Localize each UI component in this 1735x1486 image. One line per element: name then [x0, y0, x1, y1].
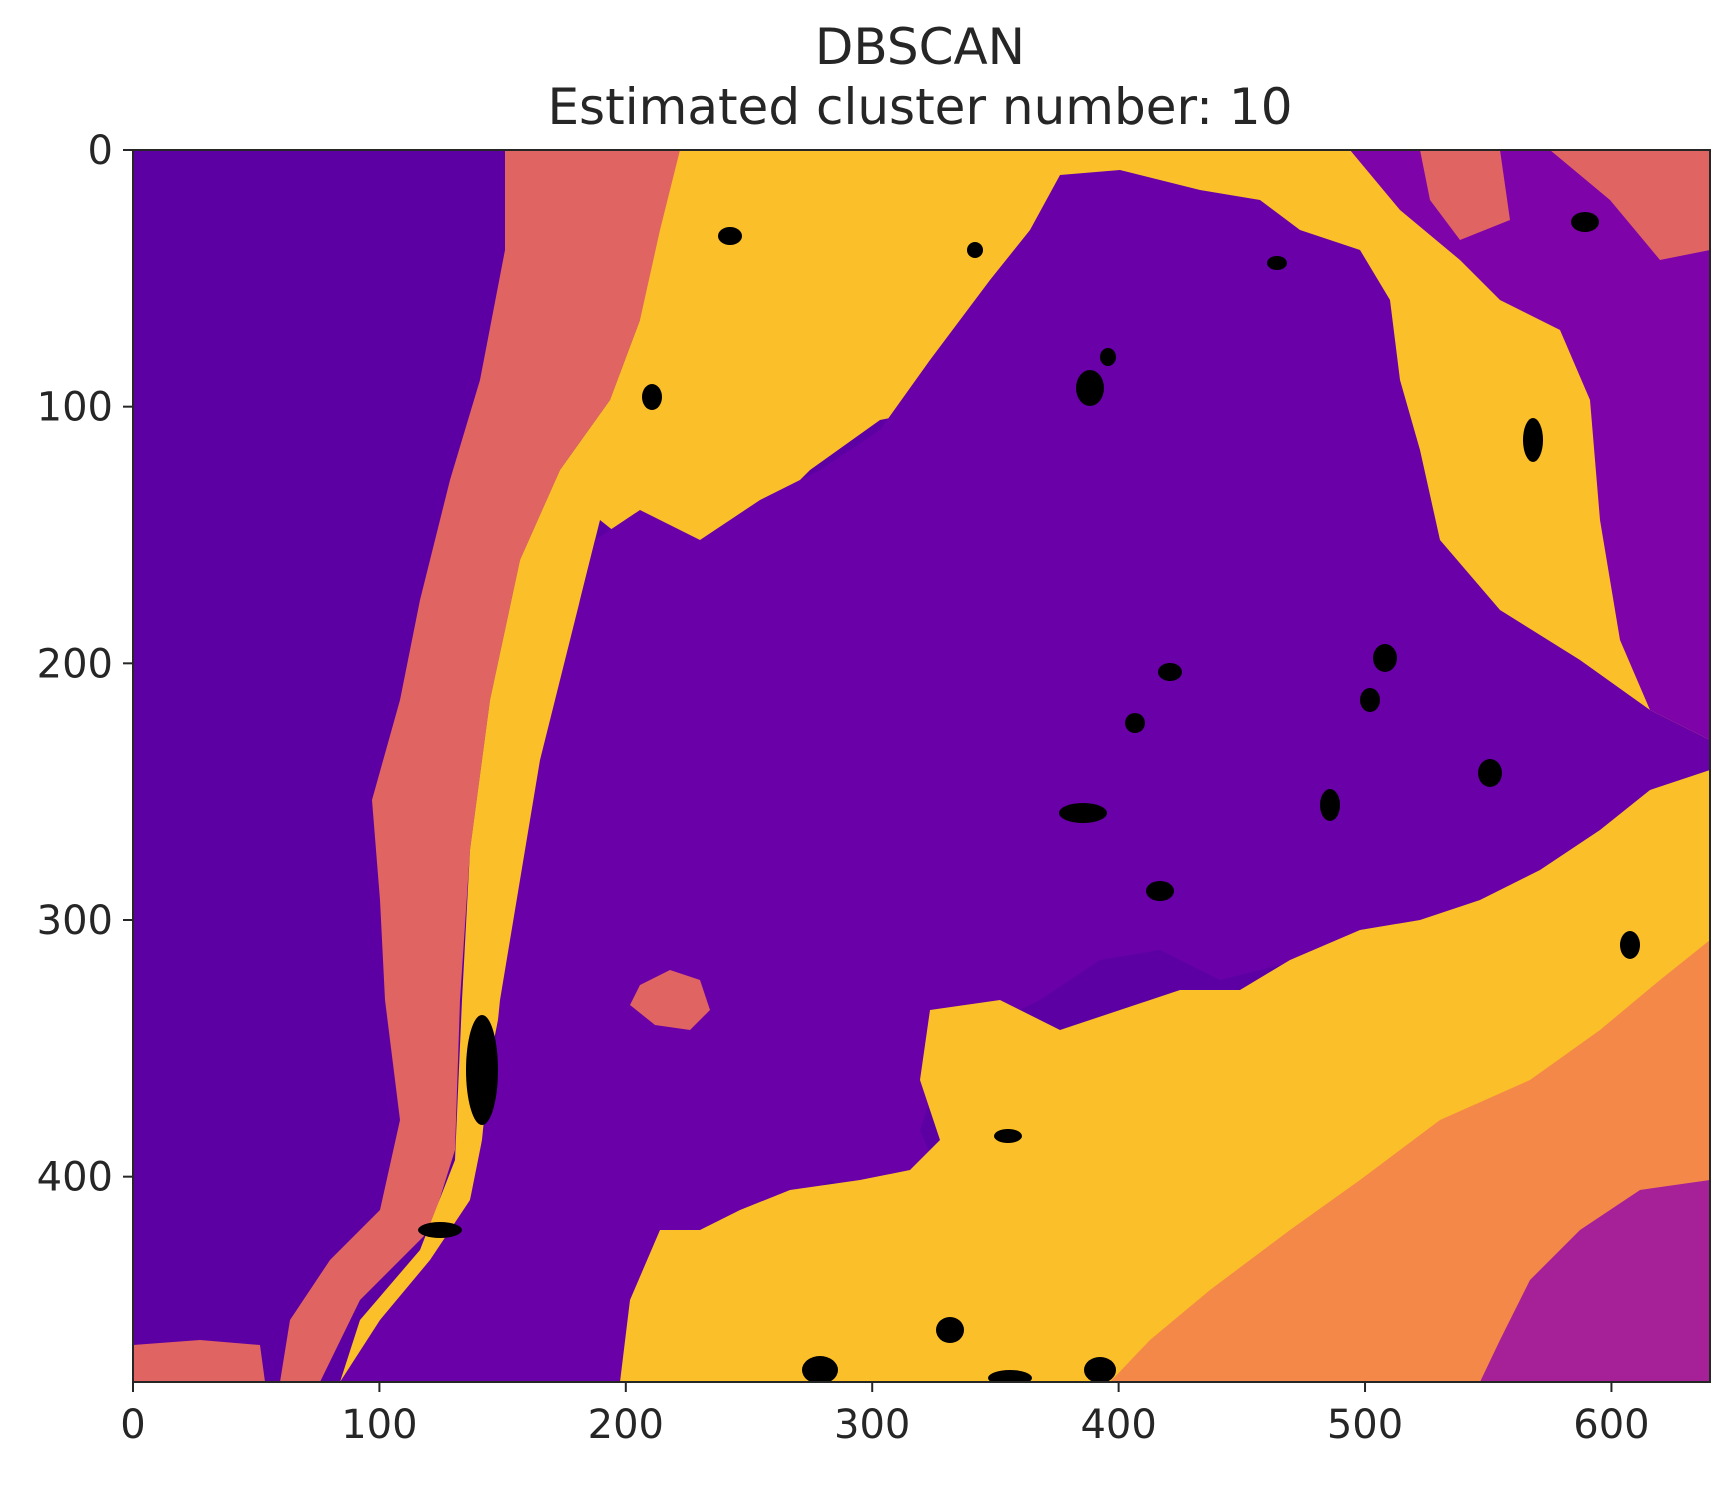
- y-tick-label: 400: [37, 1155, 113, 1201]
- y-tick-label: 300: [37, 898, 113, 944]
- region-salmon-topright-2: [1550, 150, 1710, 260]
- cluster-image: [133, 150, 1710, 1382]
- plot-frame: [132, 149, 1711, 1383]
- region-magenta: [1480, 1180, 1710, 1382]
- y-axis: 0 100 200 300 400: [37, 128, 133, 1201]
- y-tick-label: 0: [88, 128, 113, 174]
- region-salmon-blob: [630, 970, 710, 1030]
- chart-subtitle: Estimated cluster number: 10: [547, 78, 1292, 136]
- region-salmon-corner: [133, 1340, 265, 1382]
- x-tick-label: 300: [834, 1402, 910, 1448]
- x-tick-label: 0: [120, 1402, 145, 1448]
- y-tick-label: 200: [37, 641, 113, 687]
- x-tick-label: 600: [1573, 1402, 1649, 1448]
- region-salmon-band: [280, 150, 990, 1382]
- x-tick-label: 500: [1327, 1402, 1403, 1448]
- y-tick-label: 100: [37, 385, 113, 431]
- x-tick-label: 400: [1080, 1402, 1156, 1448]
- noise-points: [418, 212, 1640, 1382]
- region-salmon-topright: [1420, 150, 1510, 240]
- region-topright-purple: [1350, 150, 1710, 740]
- x-tick-label: 100: [341, 1402, 417, 1448]
- chart-title: DBSCAN: [815, 18, 1025, 76]
- x-axis: 0 100 200 300 400 500 600: [120, 1382, 1650, 1448]
- region-central-purple: [340, 170, 1710, 1382]
- x-tick-label: 200: [588, 1402, 664, 1448]
